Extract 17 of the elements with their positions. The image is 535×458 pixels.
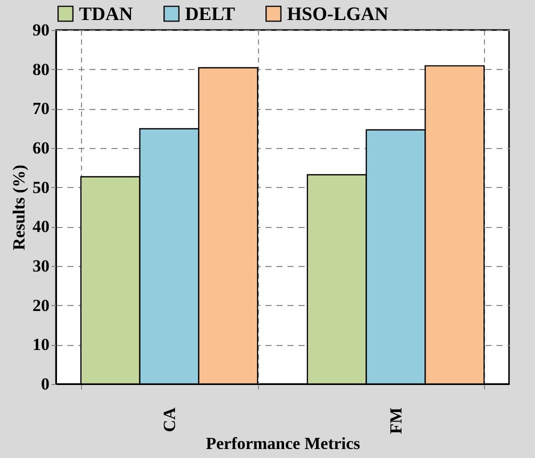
y-tick-label: 80 <box>32 60 50 79</box>
y-tick-label: 70 <box>32 99 50 118</box>
legend-label: HSO-LGAN <box>287 4 389 25</box>
y-tick-label: 40 <box>32 217 50 236</box>
y-tick-label: 10 <box>32 335 50 354</box>
x-tick-label: FM <box>386 408 406 434</box>
x-tick-label: CA <box>160 406 179 432</box>
y-tick-label: 90 <box>32 20 50 40</box>
y-tick-label: 60 <box>32 138 50 158</box>
legend-label: TDAN <box>79 4 134 25</box>
y-tick-label: 50 <box>32 178 50 197</box>
y-tick-label: 20 <box>32 296 50 315</box>
x-axis-title: Performance Metrics <box>206 434 361 453</box>
y-axis-title: Results (%) <box>10 164 28 250</box>
y-tick-label: 30 <box>32 256 50 276</box>
legend-label: DELT <box>185 4 236 25</box>
y-tick-label: 0 <box>41 374 50 394</box>
